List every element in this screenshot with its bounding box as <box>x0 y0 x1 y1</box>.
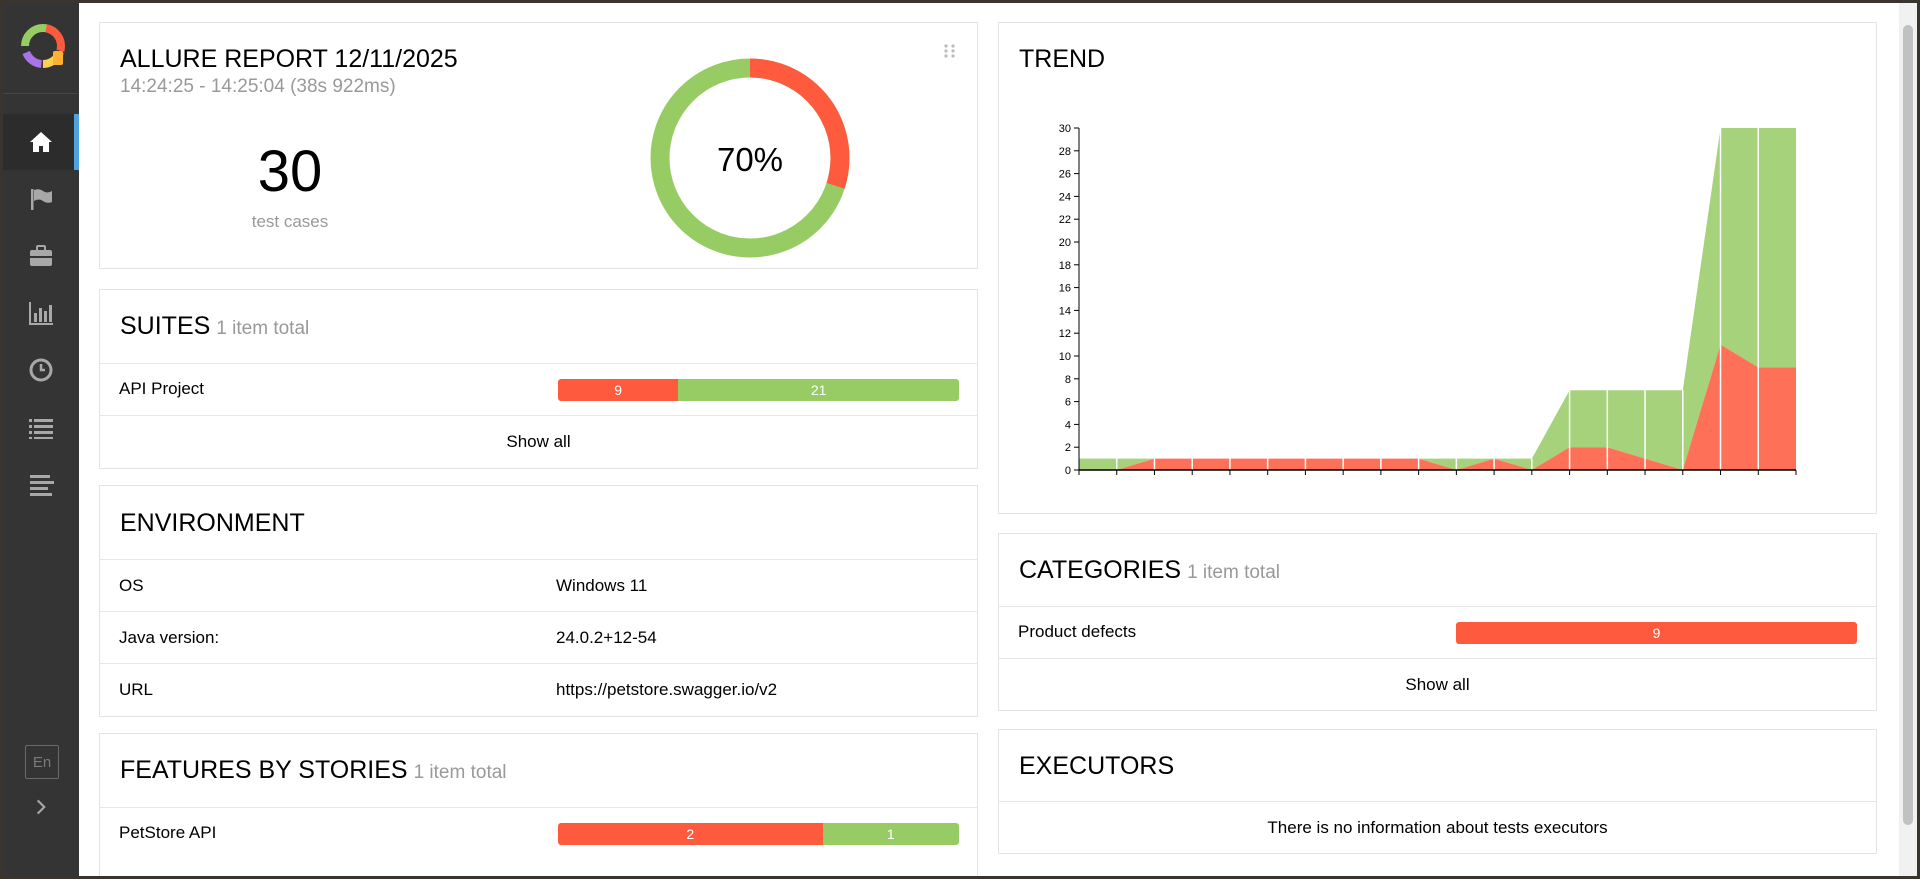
trend-y-tick-label: 12 <box>1059 328 1071 340</box>
feature-status-bar: 2 1 <box>558 823 959 845</box>
executors-empty-message: There is no information about tests exec… <box>1267 818 1608 837</box>
environment-title: ENVIRONMENT <box>120 509 305 537</box>
suites-title: SUITES 1 item total <box>120 312 309 341</box>
allure-logo-icon[interactable] <box>19 21 69 75</box>
env-value: Windows 11 <box>556 576 648 595</box>
env-key: URL <box>119 680 154 699</box>
home-icon <box>30 132 52 152</box>
categories-title-text: CATEGORIES <box>1019 556 1182 584</box>
summary-widget: ALLURE REPORT 12/11/2025 14:24:25 - 14:2… <box>99 22 978 269</box>
lines-icon <box>30 475 54 496</box>
env-row: OS Windows 11 <box>100 559 977 611</box>
trend-y-tick-label: 16 <box>1059 283 1071 295</box>
nav-suites[interactable] <box>3 228 79 284</box>
category-name: Product defects <box>1018 622 1137 641</box>
category-row[interactable]: Product defects 9 <box>999 606 1876 658</box>
suites-show-all-row: Show all <box>100 415 977 468</box>
main-content: ALLURE REPORT 12/11/2025 14:24:25 - 14:2… <box>79 3 1917 876</box>
sidebar: En <box>3 3 79 876</box>
env-row: Java version: 24.0.2+12-54 <box>100 611 977 663</box>
trend-y-tick-label: 18 <box>1059 260 1071 272</box>
env-row: URL https://petstore.swagger.io/v2 <box>100 663 977 716</box>
features-subtitle: 1 item total <box>413 762 507 783</box>
executors-message-row: There is no information about tests exec… <box>999 801 1876 853</box>
suite-status-bar: 9 21 <box>558 379 959 401</box>
scrollbar-thumb[interactable] <box>1903 25 1913 825</box>
suite-failed-count: 9 <box>558 379 679 401</box>
feature-row[interactable]: PetStore API 2 1 <box>100 807 977 859</box>
trend-y-tick-label: 26 <box>1059 169 1071 181</box>
suites-subtitle: 1 item total <box>216 318 310 339</box>
trend-y-tick-label: 22 <box>1059 214 1071 226</box>
environment-widget: ENVIRONMENT OS Windows 11 Java version: … <box>99 485 978 717</box>
trend-widget: TREND 0 2 4 6 8 10 12 14 16 18 20 22 24 26 28 30 <box>998 22 1877 514</box>
vertical-scrollbar[interactable] <box>1899 3 1917 876</box>
category-failed-count: 9 <box>1456 622 1857 644</box>
bar-chart-icon <box>29 302 53 325</box>
trend-y-tick-label: 30 <box>1059 123 1071 135</box>
trend-y-tick-label: 2 <box>1065 442 1071 454</box>
drag-handle-icon[interactable] <box>943 43 957 59</box>
categories-show-all-row: Show all <box>999 658 1876 710</box>
nav-graphs[interactable] <box>3 285 79 341</box>
trend-failed-area <box>1079 344 1796 470</box>
suite-passed-count: 21 <box>678 379 959 401</box>
report-time-range: 14:24:25 - 14:25:04 (38s 922ms) <box>120 76 396 97</box>
features-title: FEATURES BY STORIES 1 item total <box>120 756 507 785</box>
categories-show-all-link[interactable]: Show all <box>1405 675 1470 694</box>
flag-icon <box>31 189 52 210</box>
trend-title: TREND <box>1019 45 1106 73</box>
env-key: Java version: <box>119 628 220 647</box>
list-icon <box>29 419 53 439</box>
report-title: ALLURE REPORT 12/11/2025 <box>120 45 458 73</box>
nav-behaviors[interactable] <box>3 399 79 455</box>
nav-timeline[interactable] <box>3 342 79 398</box>
env-key: OS <box>119 576 144 595</box>
suites-widget: SUITES 1 item total API Project 9 21 Show… <box>99 289 978 469</box>
nav-overview[interactable] <box>3 114 79 170</box>
executors-widget: EXECUTORS There is no information about … <box>998 729 1877 854</box>
suites-title-text: SUITES <box>120 312 211 340</box>
executors-title: EXECUTORS <box>1019 752 1175 780</box>
features-title-text: FEATURES BY STORIES <box>120 756 408 784</box>
nav-categories[interactable] <box>3 171 79 227</box>
test-case-count: 30 <box>257 139 323 204</box>
category-status-bar: 9 <box>1456 622 1857 644</box>
feature-failed-count: 2 <box>558 823 823 845</box>
trend-y-tick-label: 6 <box>1065 397 1071 409</box>
categories-title: CATEGORIES 1 item total <box>1019 556 1280 585</box>
categories-widget: CATEGORIES 1 item total Product defects 9… <box>998 533 1877 711</box>
suites-show-all-link[interactable]: Show all <box>506 432 571 451</box>
sidebar-divider <box>3 93 79 94</box>
suite-row[interactable]: API Project 9 21 <box>100 363 977 415</box>
feature-passed-count: 1 <box>822 823 959 845</box>
success-rate-donut <box>650 58 850 258</box>
trend-y-tick-label: 20 <box>1059 237 1071 249</box>
categories-subtitle: 1 item total <box>1187 562 1280 583</box>
test-case-count-label: test cases <box>251 212 329 231</box>
trend-y-tick-label: 0 <box>1065 465 1071 477</box>
success-rate-percent: 70% <box>716 141 784 178</box>
feature-name: PetStore API <box>119 823 217 842</box>
trend-y-tick-label: 10 <box>1059 351 1071 363</box>
trend-y-tick-label: 14 <box>1059 305 1071 317</box>
clock-icon <box>29 358 53 382</box>
nav-packages[interactable] <box>3 456 79 512</box>
expand-sidebar-button[interactable] <box>29 795 53 819</box>
env-value: https://petstore.swagger.io/v2 <box>556 680 778 699</box>
env-value: 24.0.2+12-54 <box>556 628 657 647</box>
trend-passed-area <box>1079 128 1796 470</box>
trend-y-tick-label: 4 <box>1065 419 1071 431</box>
language-switch[interactable]: En <box>25 745 59 779</box>
trend-y-tick-label: 28 <box>1059 146 1071 158</box>
chevron-right-icon <box>36 799 46 815</box>
features-widget: FEATURES BY STORIES 1 item total PetStore… <box>99 733 978 876</box>
donut-failed-arc <box>650 58 850 258</box>
trend-y-tick-label: 8 <box>1065 374 1071 386</box>
trend-y-tick-label: 24 <box>1059 191 1071 203</box>
briefcase-icon <box>30 245 52 266</box>
suite-name: API Project <box>119 379 205 398</box>
